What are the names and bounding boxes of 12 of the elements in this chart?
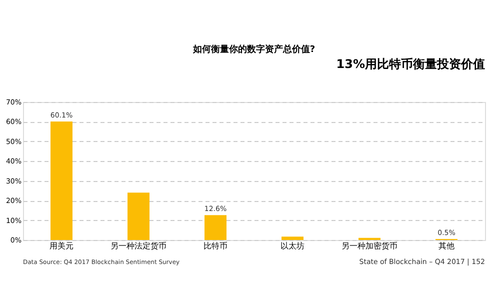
x-tick-label: 其他 [438,242,454,250]
x-tick-label: 另一种加密货币 [342,242,398,250]
x-tick-label: 另一种法定货币 [110,242,166,250]
chart-title: 如何衡量你的数字资产总价值? [192,44,316,55]
x-tick-label: 用美元 [50,242,74,250]
bar [50,122,72,240]
text: 13%用比特币衡量投资价值 [336,57,485,71]
bar [204,215,226,240]
x-tick-label: 以太坊 [280,242,304,250]
x-tick-label: 比特币 [204,242,228,250]
bar [128,192,150,240]
bar [282,236,304,240]
